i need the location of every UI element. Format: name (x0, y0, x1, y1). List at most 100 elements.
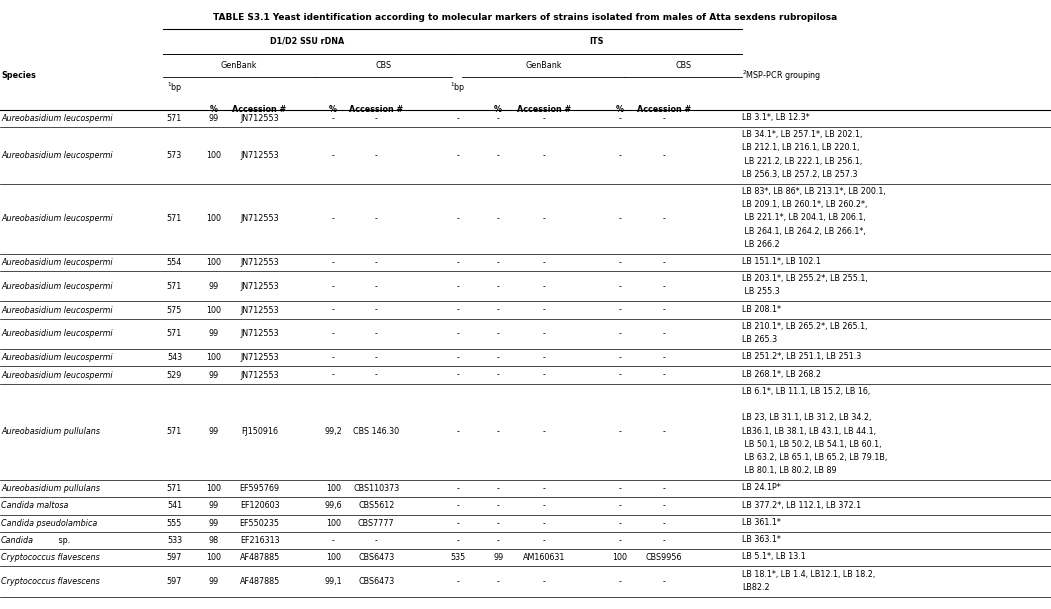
Text: -: - (457, 370, 459, 379)
Text: -: - (543, 370, 545, 379)
Text: CBS7777: CBS7777 (358, 519, 394, 528)
Text: 555: 555 (167, 519, 182, 528)
Text: -: - (497, 370, 499, 379)
Text: Aureobasidium leucospermi: Aureobasidium leucospermi (1, 214, 112, 224)
Text: 100: 100 (206, 258, 221, 267)
Text: %: % (209, 105, 218, 114)
Text: %: % (329, 105, 337, 114)
Text: Aureobasidium leucospermi: Aureobasidium leucospermi (1, 114, 112, 123)
Text: Aureobasidium pullulans: Aureobasidium pullulans (1, 428, 100, 437)
Text: -: - (543, 214, 545, 224)
Text: -: - (663, 114, 665, 123)
Text: 99,1: 99,1 (325, 577, 342, 586)
Text: 571: 571 (167, 428, 182, 437)
Text: -: - (332, 306, 334, 315)
Text: Accession #: Accession # (349, 105, 404, 114)
Text: -: - (663, 536, 665, 545)
Text: -: - (375, 282, 377, 290)
Text: -: - (619, 306, 621, 315)
Text: -: - (457, 484, 459, 493)
Text: -: - (497, 536, 499, 545)
Text: -: - (543, 577, 545, 586)
Text: -: - (543, 306, 545, 315)
Text: -: - (619, 501, 621, 510)
Text: -: - (497, 428, 499, 437)
Text: LB 3.1*, LB 12.3*: LB 3.1*, LB 12.3* (742, 113, 809, 122)
Text: 571: 571 (167, 484, 182, 493)
Text: -: - (619, 519, 621, 528)
Text: Cryptococcus flavescens: Cryptococcus flavescens (1, 553, 100, 562)
Text: -: - (619, 114, 621, 123)
Text: D1/D2 SSU rDNA: D1/D2 SSU rDNA (270, 37, 345, 46)
Text: -: - (663, 306, 665, 315)
Text: -: - (497, 484, 499, 493)
Text: 535: 535 (451, 553, 466, 562)
Text: LB 83*, LB 86*, LB 213.1*, LB 200.1,: LB 83*, LB 86*, LB 213.1*, LB 200.1, (742, 187, 886, 196)
Text: LB82.2: LB82.2 (742, 583, 769, 592)
Text: -: - (375, 258, 377, 267)
Text: AF487885: AF487885 (240, 553, 280, 562)
Text: -: - (457, 428, 459, 437)
Text: -: - (663, 501, 665, 510)
Text: -: - (663, 282, 665, 290)
Text: 571: 571 (167, 282, 182, 290)
Text: $^1$bp: $^1$bp (451, 80, 466, 94)
Text: LB 221.2, LB 222.1, LB 256.1,: LB 221.2, LB 222.1, LB 256.1, (742, 157, 862, 166)
Text: -: - (457, 114, 459, 123)
Text: -: - (497, 282, 499, 290)
Text: -: - (619, 484, 621, 493)
Text: -: - (497, 519, 499, 528)
Text: LB 34.1*, LB 257.1*, LB 202.1,: LB 34.1*, LB 257.1*, LB 202.1, (742, 130, 863, 139)
Text: LB 361.1*: LB 361.1* (742, 518, 781, 527)
Text: -: - (543, 519, 545, 528)
Text: $^2$MSP-PCR grouping: $^2$MSP-PCR grouping (742, 68, 821, 83)
Text: JN712553: JN712553 (241, 151, 279, 160)
Text: -: - (663, 370, 665, 379)
Text: 100: 100 (613, 553, 627, 562)
Text: sp.: sp. (56, 536, 70, 545)
Text: -: - (497, 114, 499, 123)
Text: 597: 597 (167, 577, 182, 586)
Text: 99: 99 (208, 428, 219, 437)
Text: LB 210.1*, LB 265.2*, LB 265.1,: LB 210.1*, LB 265.2*, LB 265.1, (742, 322, 867, 331)
Text: LB 151.1*, LB 102.1: LB 151.1*, LB 102.1 (742, 257, 821, 266)
Text: EF550235: EF550235 (240, 519, 280, 528)
Text: -: - (457, 258, 459, 267)
Text: -: - (497, 577, 499, 586)
Text: LB 80.1, LB 80.2, LB 89: LB 80.1, LB 80.2, LB 89 (742, 466, 837, 475)
Text: -: - (543, 329, 545, 339)
Text: LB 203.1*, LB 255.2*, LB 255.1,: LB 203.1*, LB 255.2*, LB 255.1, (742, 274, 868, 283)
Text: Aureobasidium leucospermi: Aureobasidium leucospermi (1, 370, 112, 379)
Text: CBS 146.30: CBS 146.30 (353, 428, 399, 437)
Text: EF216313: EF216313 (240, 536, 280, 545)
Text: EF595769: EF595769 (240, 484, 280, 493)
Text: LB 265.3: LB 265.3 (742, 335, 777, 344)
Text: LB 6.1*, LB 11.1, LB 15.2, LB 16,: LB 6.1*, LB 11.1, LB 15.2, LB 16, (742, 387, 870, 396)
Text: LB 208.1*: LB 208.1* (742, 304, 781, 314)
Text: JN712553: JN712553 (241, 306, 279, 315)
Text: ITS: ITS (590, 37, 604, 46)
Text: Cryptococcus flavescens: Cryptococcus flavescens (1, 577, 100, 586)
Text: Aureobasidium leucospermi: Aureobasidium leucospermi (1, 329, 112, 339)
Text: 573: 573 (167, 151, 182, 160)
Text: FJ150916: FJ150916 (241, 428, 279, 437)
Text: 98: 98 (208, 536, 219, 545)
Text: -: - (619, 353, 621, 362)
Text: -: - (375, 114, 377, 123)
Text: -: - (663, 151, 665, 160)
Text: JN712553: JN712553 (241, 114, 279, 123)
Text: 100: 100 (206, 306, 221, 315)
Text: 597: 597 (167, 553, 182, 562)
Text: -: - (332, 258, 334, 267)
Text: Aureobasidium leucospermi: Aureobasidium leucospermi (1, 258, 112, 267)
Text: 99: 99 (208, 114, 219, 123)
Text: -: - (543, 282, 545, 290)
Text: 99: 99 (208, 370, 219, 379)
Text: -: - (497, 151, 499, 160)
Text: -: - (663, 214, 665, 224)
Text: -: - (375, 370, 377, 379)
Text: -: - (619, 282, 621, 290)
Text: JN712553: JN712553 (241, 329, 279, 339)
Text: Aureobasidium leucospermi: Aureobasidium leucospermi (1, 151, 112, 160)
Text: -: - (332, 151, 334, 160)
